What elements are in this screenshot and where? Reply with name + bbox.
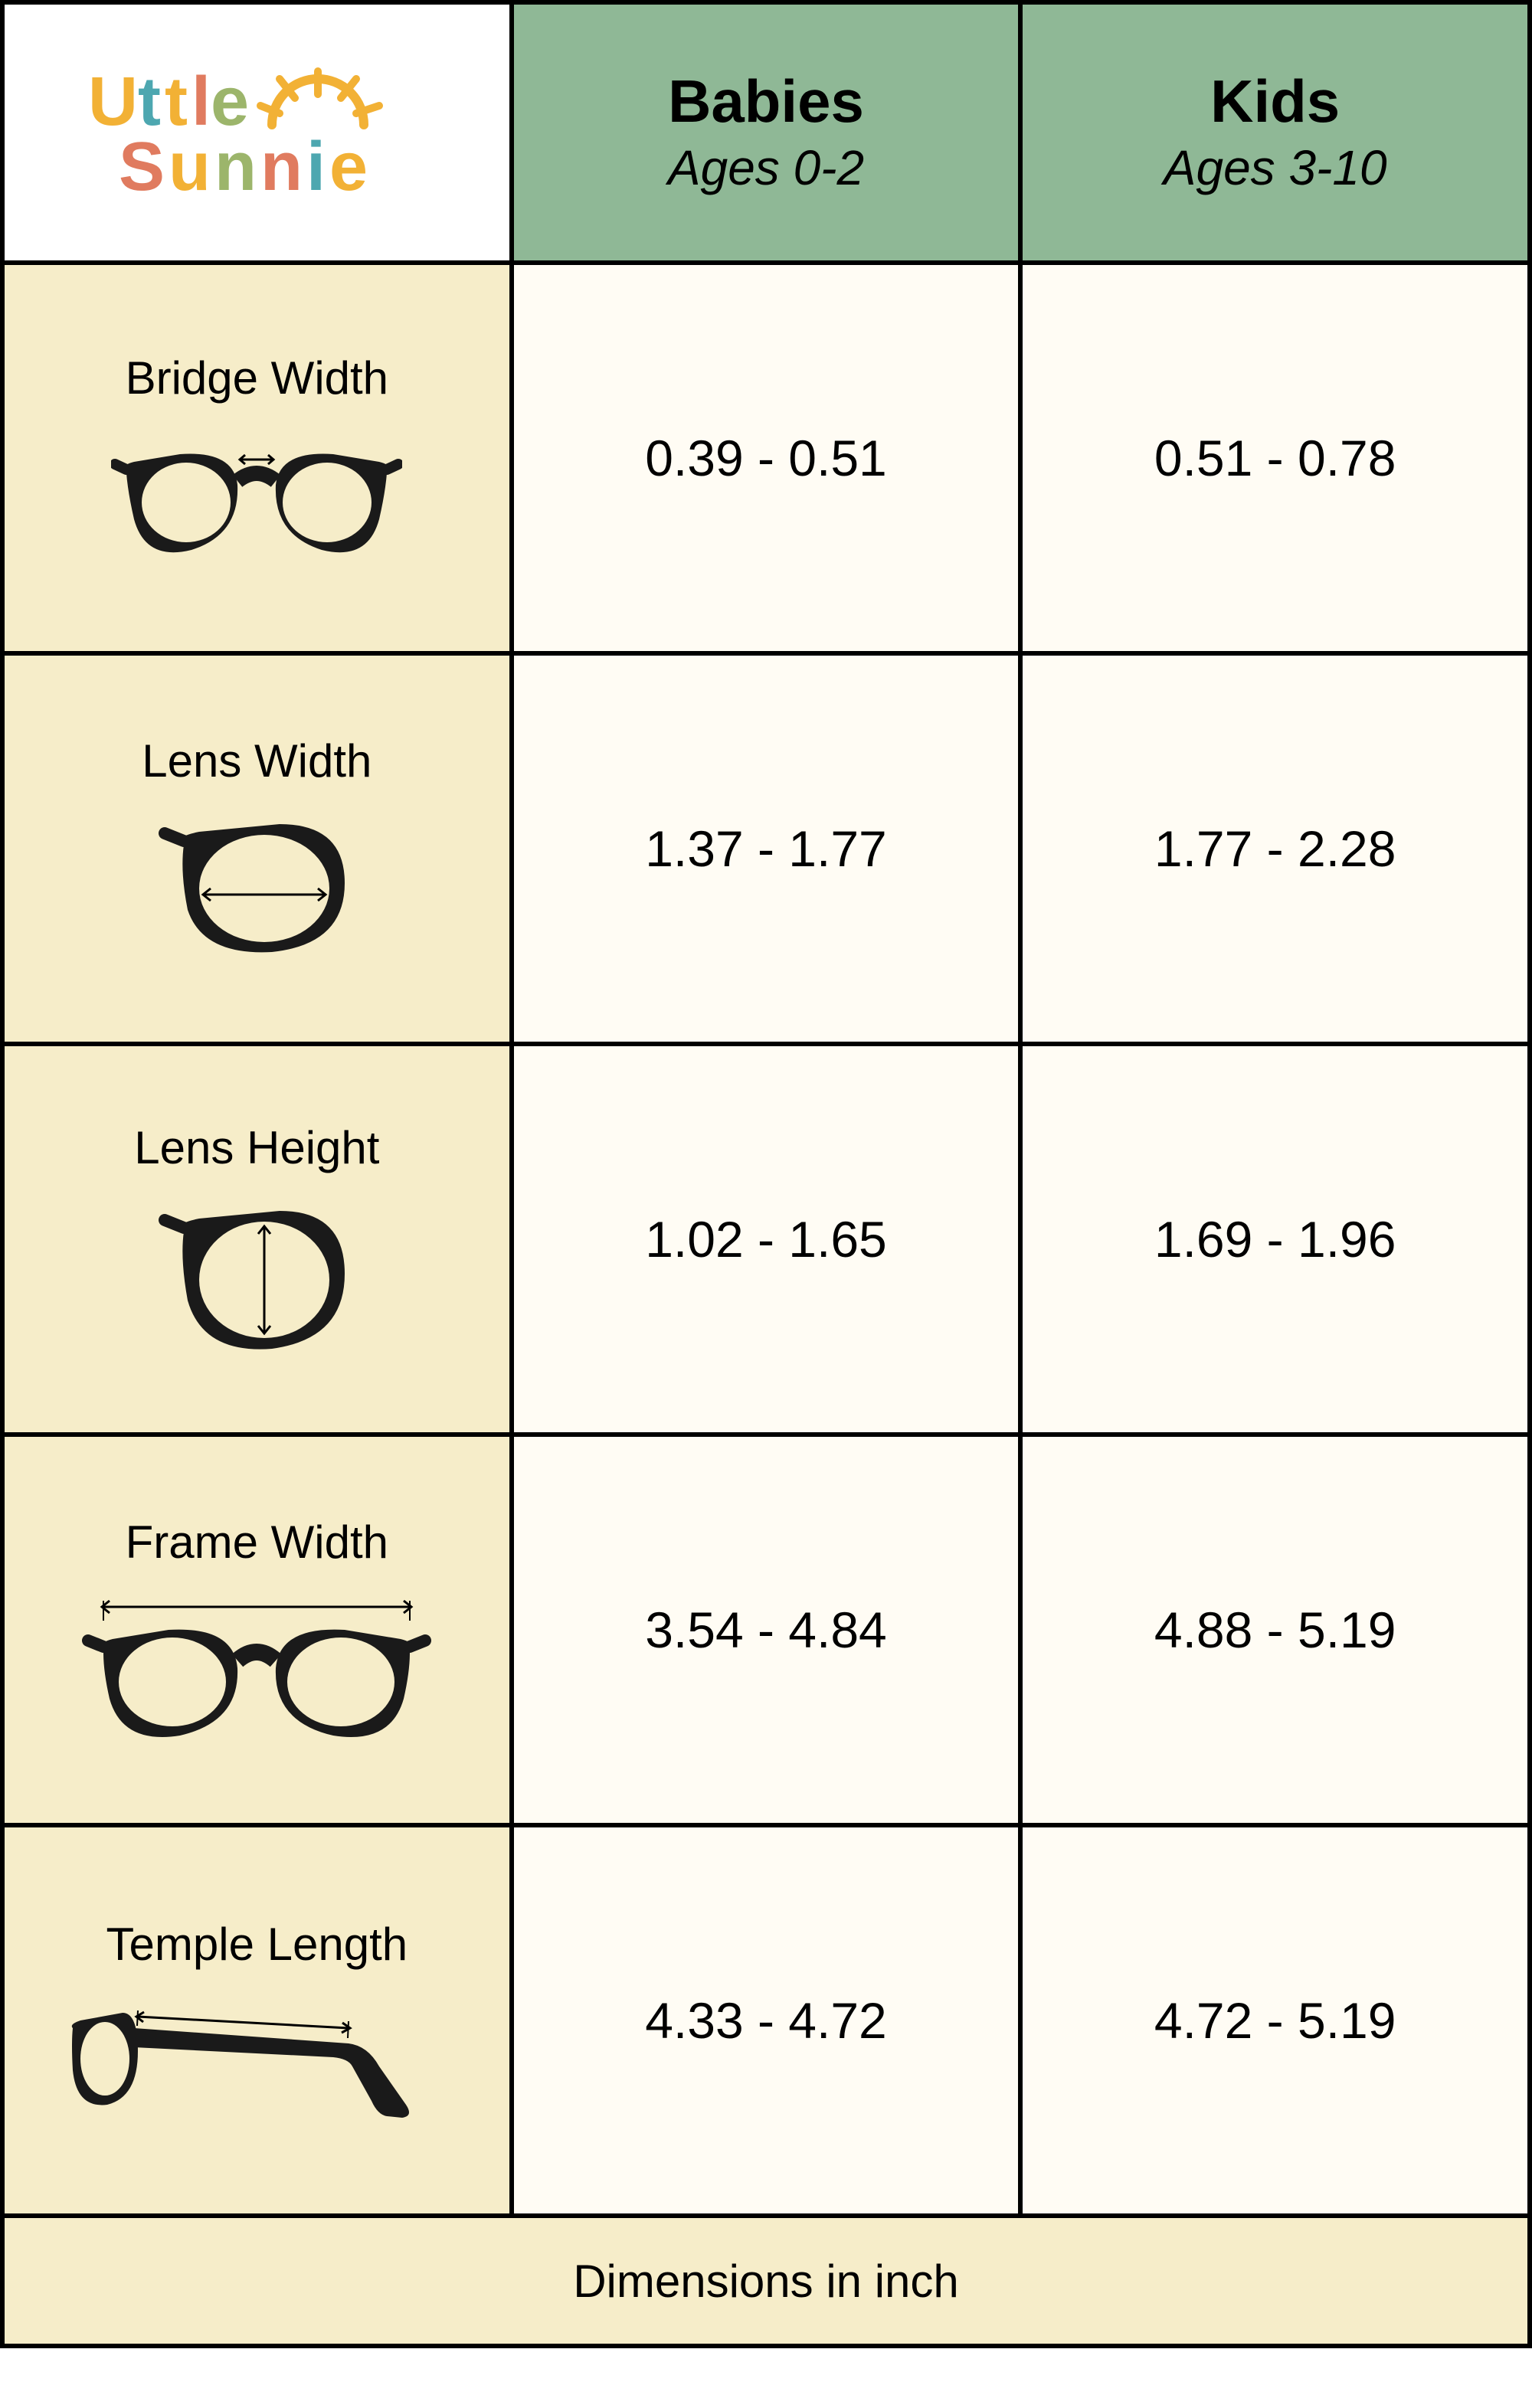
bridge-width-glasses-icon <box>111 427 402 565</box>
brand-logo: U t t l e S u n <box>5 56 509 209</box>
table-row: Temple Length 4.33 - 4.72 4.72 - 5 <box>2 1825 1530 2216</box>
lens-height-glasses-icon <box>157 1197 356 1358</box>
measurement-label: Lens Width <box>20 735 494 787</box>
measurement-label-cell: Lens Width <box>2 653 512 1044</box>
measurement-label: Lens Height <box>20 1121 494 1174</box>
svg-text:n: n <box>214 129 255 205</box>
header-title: Kids <box>1023 69 1527 135</box>
column-header-babies: Babies Ages 0-2 <box>512 2 1021 263</box>
table-row: Bridge Width 0.39 - 0.51 <box>2 263 1530 653</box>
measurement-label-cell: Temple Length <box>2 1825 512 2216</box>
svg-text:u: u <box>169 129 209 205</box>
temple-length-glasses-icon <box>65 1994 448 2124</box>
frame-width-glasses-icon <box>80 1592 433 1745</box>
sizing-chart-table: U t t l e S u n <box>0 0 1532 2348</box>
logo-cell: U t t l e S u n <box>2 2 512 263</box>
measurement-label-cell: Frame Width <box>2 1435 512 1825</box>
value-babies: 4.33 - 4.72 <box>512 1825 1021 2216</box>
measurement-label: Bridge Width <box>20 352 494 404</box>
header-subtitle: Ages 0-2 <box>514 139 1019 196</box>
svg-text:n: n <box>260 129 301 205</box>
value-babies: 1.02 - 1.65 <box>512 1044 1021 1435</box>
value-kids: 0.51 - 0.78 <box>1020 263 1530 653</box>
header-subtitle: Ages 3-10 <box>1023 139 1527 196</box>
table-row: Lens Height 1.02 - 1.65 1.69 - 1.96 <box>2 1044 1530 1435</box>
svg-text:i: i <box>306 129 324 205</box>
measurement-label-cell: Lens Height <box>2 1044 512 1435</box>
lens-width-glasses-icon <box>157 810 356 964</box>
table-row: Frame Width <box>2 1435 1530 1825</box>
header-title: Babies <box>514 69 1019 135</box>
table-row: Lens Width 1.37 - 1.77 1.77 - 2.28 <box>2 653 1530 1044</box>
value-kids: 1.69 - 1.96 <box>1020 1044 1530 1435</box>
value-babies: 0.39 - 0.51 <box>512 263 1021 653</box>
measurement-label: Temple Length <box>20 1918 494 1971</box>
footer-note: Dimensions in inch <box>2 2216 1530 2346</box>
value-kids: 1.77 - 2.28 <box>1020 653 1530 1044</box>
value-babies: 3.54 - 4.84 <box>512 1435 1021 1825</box>
measurement-label-cell: Bridge Width <box>2 263 512 653</box>
measurement-label: Frame Width <box>20 1516 494 1569</box>
little-sunnie-logo-icon: U t t l e S u n <box>73 56 440 209</box>
value-kids: 4.88 - 5.19 <box>1020 1435 1530 1825</box>
value-kids: 4.72 - 5.19 <box>1020 1825 1530 2216</box>
value-babies: 1.37 - 1.77 <box>512 653 1021 1044</box>
column-header-kids: Kids Ages 3-10 <box>1020 2 1530 263</box>
svg-text:S: S <box>119 129 163 205</box>
svg-text:e: e <box>329 129 366 205</box>
